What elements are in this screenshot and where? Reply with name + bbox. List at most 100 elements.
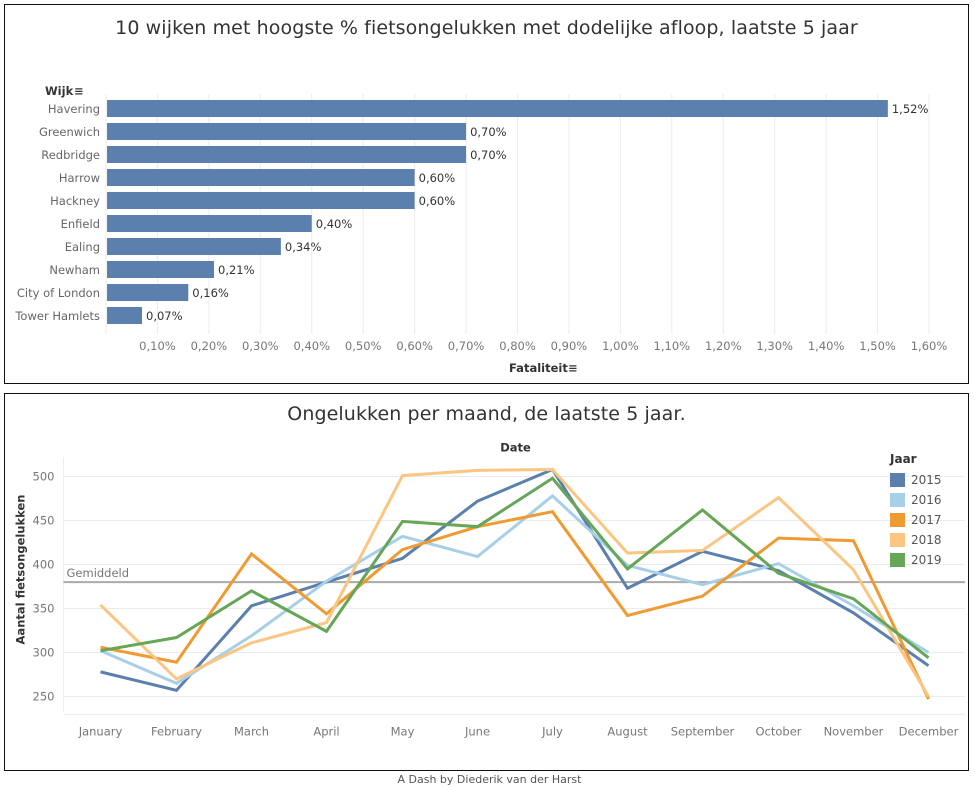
series-line-2018[interactable] bbox=[99, 467, 930, 698]
category-label: Tower Hamlets bbox=[14, 309, 100, 323]
line-chart-svg: 250 300 350 400 450 500 January February March Ap… bbox=[14, 441, 965, 739]
x-tick-label: December bbox=[899, 725, 959, 739]
x-tick-label: 1,40% bbox=[808, 339, 845, 353]
sort-descending-icon[interactable]: ≡ bbox=[568, 361, 578, 375]
legend-label: 2016 bbox=[911, 493, 942, 507]
bar-chart-svg: 0,10% 0,20% 0,30% 0,40% 0,50% 0,60% 0,70% 0,80%… bbox=[14, 84, 948, 375]
x-tick-label: 1,50% bbox=[859, 339, 896, 353]
fatality-bar-chart-panel: 10 wijken met hoogste % fietsongelukken … bbox=[4, 4, 969, 384]
bar-chart-title: 10 wijken met hoogste % fietsongelukken … bbox=[115, 17, 858, 39]
x-tick-label: 1,20% bbox=[705, 339, 742, 353]
category-label: Newham bbox=[49, 263, 100, 277]
x-tick-label: April bbox=[313, 725, 339, 739]
monthly-line-chart-panel: Ongelukken per maand, de laatste 5 jaar.… bbox=[4, 393, 969, 771]
x-tick-label: 0,40% bbox=[293, 339, 330, 353]
bar-value-label: 1,52% bbox=[892, 102, 929, 116]
bar-value-label: 0,40% bbox=[316, 217, 353, 231]
category-label: Hackney bbox=[50, 194, 100, 208]
reference-line-label: Gemiddeld bbox=[67, 566, 130, 580]
legend-swatch bbox=[890, 513, 905, 527]
x-tick-label: 0,10% bbox=[139, 339, 176, 353]
legend-label: 2017 bbox=[911, 513, 942, 527]
bar-value-label: 0,60% bbox=[419, 194, 456, 208]
y-axis-title: Wijk bbox=[45, 84, 74, 98]
x-tick-label: 1,60% bbox=[911, 339, 948, 353]
bar-value-label: 0,16% bbox=[192, 286, 229, 300]
bar[interactable] bbox=[107, 307, 143, 324]
series-line-2017[interactable] bbox=[100, 510, 930, 700]
bar[interactable] bbox=[107, 284, 189, 301]
y-tick-label: 350 bbox=[33, 602, 55, 616]
x-tick-label: 1,10% bbox=[654, 339, 691, 353]
bar-value-label: 0,21% bbox=[218, 263, 255, 277]
x-tick-label: March bbox=[234, 725, 269, 739]
y-tick-label: 300 bbox=[33, 646, 55, 660]
category-label: City of London bbox=[17, 286, 100, 300]
legend-item-2017[interactable]: 2017 bbox=[890, 510, 942, 530]
legend-item-2015[interactable]: 2015 bbox=[890, 470, 942, 490]
x-tick-label: 0,80% bbox=[499, 339, 536, 353]
bar[interactable] bbox=[107, 215, 312, 232]
bar-value-label: 0,70% bbox=[470, 125, 507, 139]
legend-swatch bbox=[890, 493, 905, 507]
series-line-2019[interactable] bbox=[100, 476, 930, 659]
x-tick-label: 0,50% bbox=[345, 339, 382, 353]
x-tick-label: 0,70% bbox=[448, 339, 485, 353]
year-legend: Jaar 2015 2016 2017 2018 2019 bbox=[890, 452, 942, 570]
x-tick-label: July bbox=[541, 725, 563, 739]
y-tick-label: 450 bbox=[33, 514, 55, 528]
legend-item-2016[interactable]: 2016 bbox=[890, 490, 942, 510]
x-tick-label: February bbox=[151, 725, 202, 739]
category-label: Harrow bbox=[59, 171, 100, 185]
line-chart-title: Ongelukken per maand, de laatste 5 jaar. bbox=[287, 403, 686, 425]
y-tick-label: 250 bbox=[33, 690, 55, 704]
legend-swatch bbox=[890, 553, 905, 567]
footer-credit: A Dash by Diederik van der Harst bbox=[0, 773, 975, 786]
x-tick-label: November bbox=[824, 725, 884, 739]
bar[interactable] bbox=[107, 192, 415, 209]
legend-item-2018[interactable]: 2018 bbox=[890, 530, 942, 550]
x-tick-label: 1,00% bbox=[602, 339, 639, 353]
sort-descending-icon[interactable]: ≡ bbox=[74, 84, 84, 98]
bar-value-label: 0,60% bbox=[419, 171, 456, 185]
legend-item-2019[interactable]: 2019 bbox=[890, 550, 942, 570]
category-label: Ealing bbox=[65, 240, 100, 254]
x-tick-label: 1,30% bbox=[756, 339, 793, 353]
legend-label: 2015 bbox=[911, 473, 942, 487]
series-line-2016[interactable] bbox=[99, 493, 930, 685]
bar[interactable] bbox=[107, 146, 467, 163]
legend-label: 2018 bbox=[911, 533, 942, 547]
legend-title: Jaar bbox=[890, 452, 917, 466]
bar[interactable] bbox=[107, 261, 215, 278]
x-axis-title: Date bbox=[500, 441, 531, 455]
x-tick-label: 0,60% bbox=[396, 339, 433, 353]
x-tick-label: 0,90% bbox=[551, 339, 588, 353]
legend-swatch bbox=[890, 533, 905, 547]
x-axis-title: Fataliteit bbox=[509, 361, 568, 375]
y-tick-label: 500 bbox=[33, 470, 55, 484]
bar-value-label: 0,34% bbox=[285, 240, 322, 254]
bar[interactable] bbox=[107, 123, 467, 140]
category-label: Redbridge bbox=[41, 148, 100, 162]
category-label: Greenwich bbox=[39, 125, 100, 139]
category-label: Enfield bbox=[61, 217, 100, 231]
y-tick-label: 400 bbox=[33, 558, 55, 572]
x-tick-label: September bbox=[671, 725, 735, 739]
bar[interactable] bbox=[107, 100, 888, 117]
bar[interactable] bbox=[107, 238, 281, 255]
legend-swatch bbox=[890, 473, 905, 487]
footer-text: A Dash by Diederik van der Harst bbox=[397, 773, 582, 786]
category-label: Havering bbox=[48, 102, 100, 116]
x-tick-label: May bbox=[391, 725, 415, 739]
x-tick-label: 0,30% bbox=[242, 339, 279, 353]
bar[interactable] bbox=[107, 169, 415, 186]
x-tick-label: 0,20% bbox=[191, 339, 228, 353]
x-tick-label: June bbox=[464, 725, 490, 739]
y-axis-title: Aantal fietsongelukken bbox=[14, 495, 28, 645]
x-tick-label: August bbox=[607, 725, 648, 739]
legend-label: 2019 bbox=[911, 553, 942, 567]
bar-value-label: 0,70% bbox=[470, 148, 507, 162]
bar-value-label: 0,07% bbox=[146, 309, 183, 323]
x-tick-label: October bbox=[755, 725, 801, 739]
x-tick-label: January bbox=[78, 725, 123, 739]
